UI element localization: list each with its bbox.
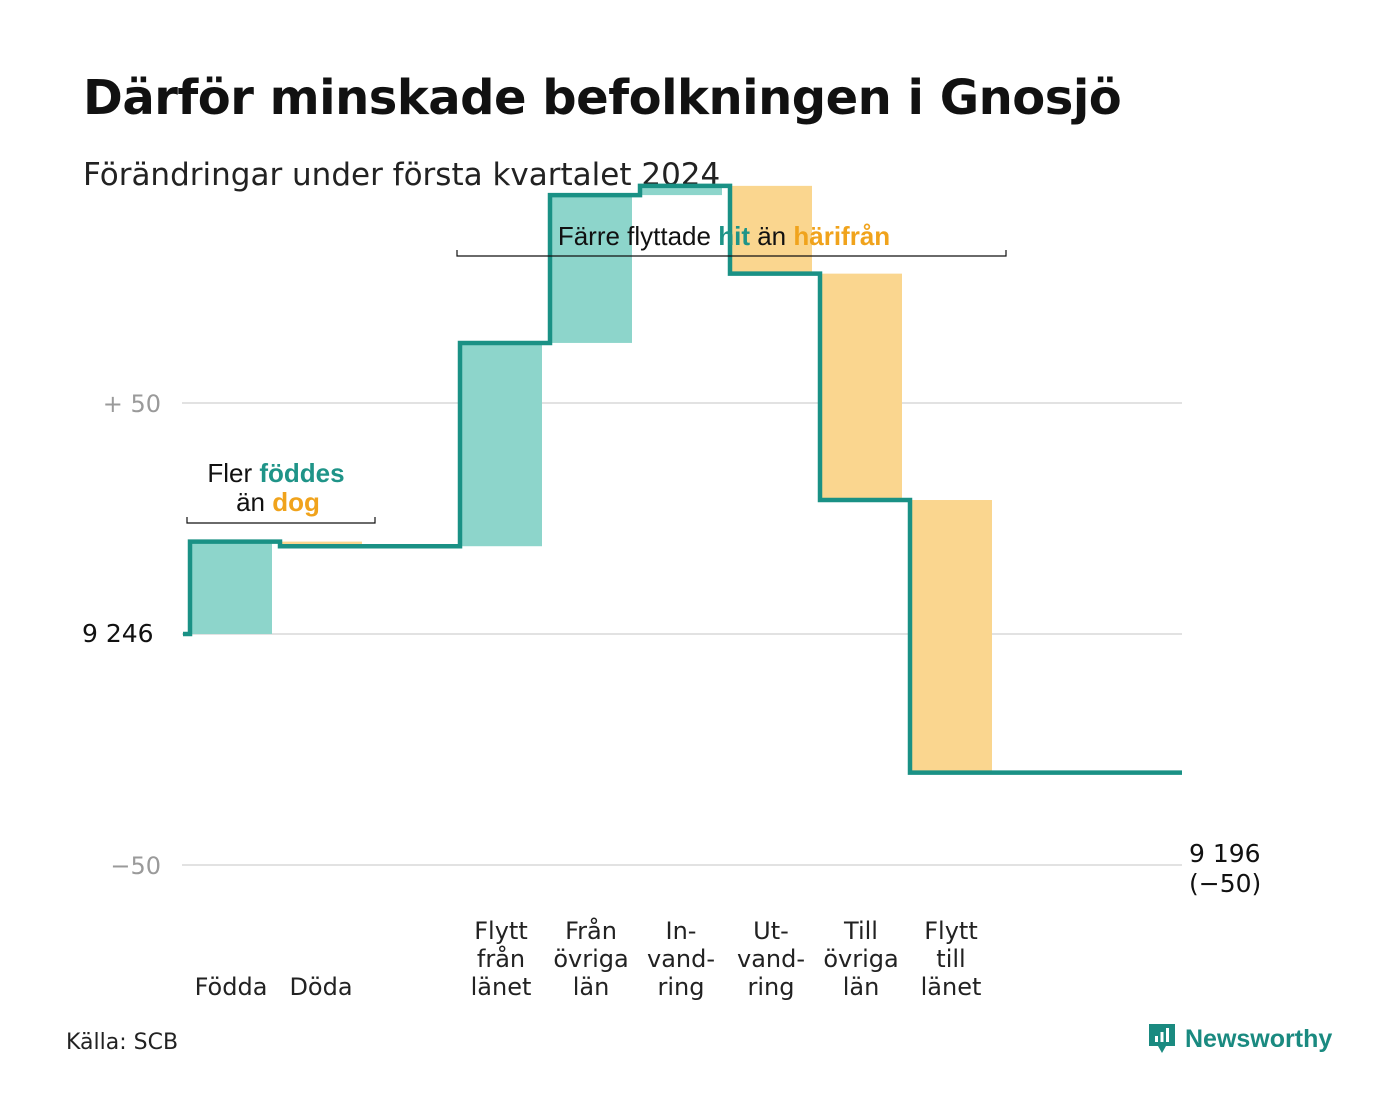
category-label: vand- bbox=[737, 945, 805, 973]
waterfall-bar bbox=[280, 541, 362, 547]
step-line bbox=[183, 183, 1182, 775]
moves-annotation-text: Färre flyttade hit än härifrån bbox=[558, 221, 890, 251]
waterfall-bar bbox=[460, 342, 542, 547]
grid-lines bbox=[182, 402, 1182, 866]
y-axis-ticks: + 50 −50 bbox=[103, 390, 161, 880]
category-labels: Födda DödaFlyttfrånlänetFrånövrigalänIn-v… bbox=[195, 916, 982, 1001]
bars bbox=[190, 185, 992, 773]
category-label: övriga bbox=[823, 945, 898, 973]
category-label: Flytt bbox=[474, 917, 528, 945]
waterfall-bar bbox=[190, 541, 272, 634]
births-annotation-line1: Fler föddes bbox=[207, 458, 344, 488]
end-value-label: 9 196 bbox=[1189, 839, 1261, 868]
waterfall-bar bbox=[550, 195, 632, 343]
y-tick-label: −50 bbox=[110, 852, 161, 880]
start-value-label: 9 246 bbox=[82, 619, 154, 648]
category-label: In- bbox=[666, 917, 697, 945]
source-note: Källa: SCB bbox=[66, 1030, 179, 1055]
category-label: Flytt bbox=[924, 917, 978, 945]
chart-title: Därför minskade befolkningen i Gnosjö bbox=[83, 70, 1122, 126]
waterfall-bar bbox=[640, 185, 722, 196]
chart-subtitle: Förändringar under första kvartalet 2024 bbox=[83, 157, 721, 193]
category-label: län bbox=[843, 973, 880, 1001]
category-label: Ut- bbox=[753, 917, 789, 945]
moves-bracket bbox=[456, 250, 1007, 257]
births-annotation: Fler föddes än dog bbox=[186, 458, 376, 524]
newsworthy-logo-icon bbox=[1149, 1024, 1175, 1053]
category-label: ring bbox=[748, 973, 795, 1001]
y-tick-label: + 50 bbox=[103, 390, 161, 418]
brand-name: Newsworthy bbox=[1185, 1024, 1333, 1053]
category-label: övriga bbox=[553, 945, 628, 973]
category-label: från bbox=[477, 944, 525, 973]
category-label: länet bbox=[471, 973, 532, 1001]
category-label: vand- bbox=[647, 945, 715, 973]
brand-logo: Newsworthy bbox=[1147, 1022, 1332, 1056]
births-annotation-line2: än dog bbox=[236, 487, 320, 517]
births-bracket bbox=[186, 517, 376, 524]
waterfall-bar bbox=[820, 273, 902, 501]
category-label: länet bbox=[921, 973, 982, 1001]
moves-annotation: Färre flyttade hit än härifrån bbox=[456, 221, 1007, 257]
category-label: ring bbox=[658, 973, 705, 1001]
category-label: län bbox=[573, 973, 610, 1001]
cumulative-step-line bbox=[183, 183, 1182, 775]
waterfall-bar bbox=[910, 500, 992, 773]
waterfall-bar bbox=[730, 185, 812, 274]
category-label: till bbox=[936, 945, 965, 973]
end-change-label: (−50) bbox=[1189, 869, 1261, 898]
category-label: Döda bbox=[289, 973, 352, 1001]
category-label: Från bbox=[565, 916, 617, 945]
category-label: Till bbox=[843, 917, 878, 945]
category-label: Födda bbox=[195, 973, 268, 1001]
